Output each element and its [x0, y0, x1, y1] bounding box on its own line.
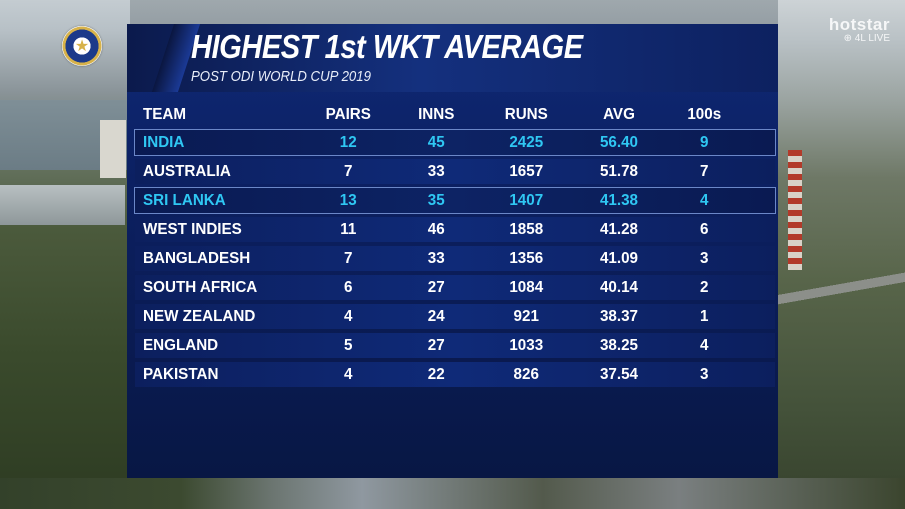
avg-cell: 37.54 [599, 366, 639, 383]
pairs-cell: 13 [339, 192, 357, 209]
avg-cell: 41.09 [599, 250, 639, 267]
background-scenery-left [0, 0, 130, 509]
table-row: ENGLAND 5 27 1033 38.25 4 [135, 333, 775, 358]
team-cell: INDIA [143, 134, 185, 151]
building [100, 120, 126, 178]
pairs-cell: 6 [344, 279, 353, 296]
table-row: WEST INDIES 11 46 1858 41.28 6 [135, 217, 775, 242]
header-hundreds: 100s [687, 106, 722, 123]
team-cell: WEST INDIES [143, 221, 242, 238]
pairs-cell: 7 [344, 163, 353, 180]
header-inns: INNS [418, 106, 455, 123]
background-scenery-right [778, 0, 905, 509]
panel-title: HIGHEST 1st WKT AVERAGE [191, 28, 583, 65]
avg-cell: 41.28 [599, 221, 639, 238]
runs-cell: 826 [513, 366, 539, 383]
header-runs: RUNS [504, 106, 548, 123]
pairs-cell: 4 [344, 308, 353, 325]
inns-cell: 33 [427, 250, 445, 267]
table-row: BANGLADESH 7 33 1356 41.09 3 [135, 246, 775, 271]
pairs-cell: 7 [344, 250, 353, 267]
background-scenery-bottom [0, 478, 905, 509]
inns-cell: 22 [427, 366, 445, 383]
panel-header: HIGHEST 1st WKT AVERAGE POST ODI WORLD C… [127, 24, 778, 92]
header-team: TEAM [143, 106, 187, 123]
table-row: SOUTH AFRICA 6 27 1084 40.14 2 [135, 275, 775, 300]
hundreds-cell: 7 [700, 163, 709, 180]
hundreds-cell: 4 [700, 192, 709, 209]
watermark-name: hotstar [828, 15, 890, 34]
header-pairs: PAIRS [325, 106, 371, 123]
avg-cell: 40.14 [599, 279, 639, 296]
inns-cell: 46 [427, 221, 445, 238]
pairs-cell: 12 [339, 134, 357, 151]
team-cell: SRI LANKA [143, 192, 226, 209]
runs-cell: 921 [513, 308, 539, 325]
stats-panel: HIGHEST 1st WKT AVERAGE POST ODI WORLD C… [127, 24, 778, 478]
team-cell: SOUTH AFRICA [143, 279, 258, 296]
table-header-row: TEAM PAIRS INNS RUNS AVG 100s [135, 102, 775, 126]
hundreds-cell: 2 [700, 279, 709, 296]
stats-table: TEAM PAIRS INNS RUNS AVG 100s INDIA 12 45 2… [134, 102, 776, 391]
pairs-cell: 4 [344, 366, 353, 383]
avg-cell: 56.40 [599, 134, 639, 151]
runs-cell: 1858 [509, 221, 544, 238]
inns-cell: 33 [427, 163, 445, 180]
road [778, 270, 905, 310]
hundreds-cell: 9 [700, 134, 709, 151]
header-avg: AVG [603, 106, 635, 123]
team-cell: BANGLADESH [143, 250, 251, 267]
runs-cell: 1033 [509, 337, 544, 354]
table-row: NEW ZEALAND 4 24 921 38.37 1 [135, 304, 775, 329]
team-cell: AUSTRALIA [143, 163, 231, 180]
pairs-cell: 11 [340, 221, 357, 238]
pairs-cell: 5 [344, 337, 353, 354]
runs-cell: 1084 [509, 279, 544, 296]
table-row: SRI LANKA 13 35 1407 41.38 4 [134, 187, 776, 214]
inns-cell: 27 [427, 279, 445, 296]
runs-cell: 1356 [509, 250, 544, 267]
stadium-roof [0, 185, 125, 225]
hundreds-cell: 4 [700, 337, 709, 354]
avg-cell: 51.78 [599, 163, 639, 180]
table-row: PAKISTAN 4 22 826 37.54 3 [135, 362, 775, 387]
inns-cell: 27 [427, 337, 445, 354]
panel-subtitle: POST ODI WORLD CUP 2019 [191, 68, 371, 85]
hundreds-cell: 6 [700, 221, 709, 238]
runs-cell: 1407 [509, 192, 544, 209]
team-cell: NEW ZEALAND [143, 308, 256, 325]
table-row: INDIA 12 45 2425 56.40 9 [134, 129, 776, 156]
avg-cell: 38.25 [599, 337, 639, 354]
runs-cell: 1657 [509, 163, 544, 180]
broadcaster-watermark: hotstar ⊕ 4L LIVE [829, 15, 890, 44]
hundreds-cell: 3 [700, 250, 709, 267]
watermark-live: ⊕ 4L LIVE [843, 33, 890, 44]
table-row: AUSTRALIA 7 33 1657 51.78 7 [135, 159, 775, 184]
team-cell: PAKISTAN [143, 366, 219, 383]
inns-cell: 24 [427, 308, 445, 325]
avg-cell: 38.37 [599, 308, 639, 325]
runs-cell: 2425 [509, 134, 544, 151]
hundreds-cell: 3 [700, 366, 709, 383]
cricket-board-logo-icon: ★ [62, 26, 102, 66]
avg-cell: 41.38 [599, 192, 639, 209]
inns-cell: 45 [427, 134, 445, 151]
star-icon: ★ [74, 36, 90, 55]
floodlight-tower [788, 150, 802, 270]
team-cell: ENGLAND [143, 337, 219, 354]
inns-cell: 35 [427, 192, 445, 209]
hundreds-cell: 1 [700, 308, 709, 325]
